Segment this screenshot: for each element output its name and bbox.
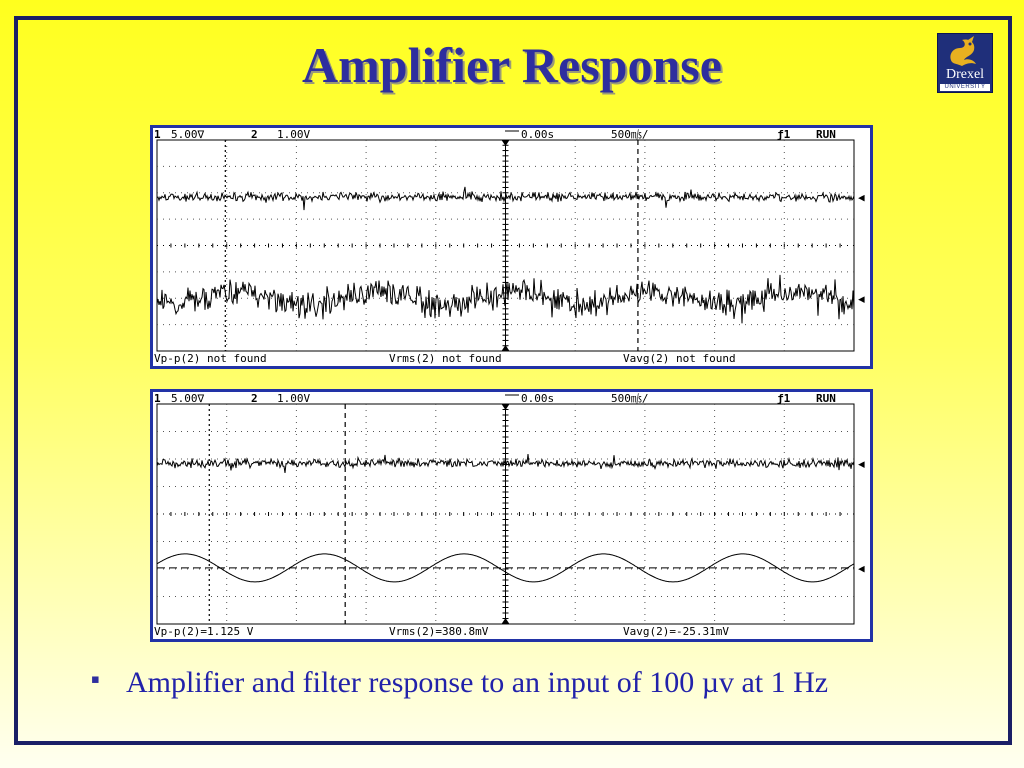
channel-1-marker: ◀: [858, 457, 865, 470]
time-offset: 0.00s: [521, 128, 554, 141]
channel-2-trace: [156, 274, 855, 324]
scope-screen: 1 5.00∇ 2 1.00V 0.00s 500㎧/ ƒ1 RUN Vp-p(2)=1.125…: [154, 392, 865, 638]
oscilloscope-capture-bottom: 1 5.00∇ 2 1.00V 0.00s 500㎧/ ƒ1 RUN Vp-p(2)=1.125…: [150, 389, 873, 642]
channel-1-marker: ◀: [858, 191, 865, 204]
channel-1-label: 1: [154, 128, 161, 141]
trigger-arrow-top: [501, 404, 510, 410]
vrms-readout: Vrms(2)=380.8mV: [389, 625, 489, 638]
logo-university: UNIVERSITY: [940, 84, 990, 91]
channel-1-scale: 5.00∇: [171, 392, 204, 405]
vpp-readout: Vp-p(2)=1.125 V: [154, 625, 254, 638]
channel-1-trace: [156, 453, 855, 473]
channel-1-scale: 5.00∇: [171, 128, 204, 141]
run-status: RUN: [816, 128, 836, 141]
channel-2-trace: [156, 553, 855, 583]
scope-screen: 1 5.00∇ 2 1.00V 0.00s 500㎧/ ƒ1 RUN Vp-p(2) not f…: [154, 128, 865, 365]
channel-1-label: 1: [154, 392, 161, 405]
bullet-icon: ▪: [91, 672, 100, 687]
oscilloscope-capture-top: 1 5.00∇ 2 1.00V 0.00s 500㎧/ ƒ1 RUN Vp-p(2) not f…: [150, 125, 873, 369]
trigger-arrow-top: [501, 140, 510, 146]
trigger-source: ƒ1: [777, 392, 791, 405]
drexel-logo: Drexel UNIVERSITY: [937, 33, 993, 93]
trigger-arrow-bottom: [501, 618, 510, 624]
channel-2-marker: ◀: [858, 562, 865, 575]
caption-text: Amplifier and filter response to an inpu…: [126, 666, 829, 699]
trigger-arrow-bottom: [501, 345, 510, 351]
channel-2-scale: 1.00V: [277, 128, 310, 141]
time-per-division: 500㎧/: [611, 392, 649, 405]
vpp-readout: Vp-p(2) not found: [154, 352, 267, 365]
channel-2-scale: 1.00V: [277, 392, 310, 405]
slide-border: [14, 16, 1012, 745]
vavg-readout: Vavg(2)=-25.31mV: [623, 625, 729, 638]
channel-2-label: 2: [251, 392, 258, 405]
vavg-readout: Vavg(2) not found: [623, 352, 736, 365]
dragon-icon: [950, 36, 976, 66]
channel-2-label: 2: [251, 128, 258, 141]
channel-1-trace: [156, 186, 855, 211]
slide-title: Amplifier Response: [302, 37, 722, 93]
channel-2-marker: ◀: [858, 292, 865, 305]
run-status: RUN: [816, 392, 836, 405]
vrms-readout: Vrms(2) not found: [389, 352, 502, 365]
time-per-division: 500㎧/: [611, 128, 649, 141]
trigger-source: ƒ1: [777, 128, 791, 141]
time-offset: 0.00s: [521, 392, 554, 405]
logo-name: Drexel: [945, 67, 985, 82]
